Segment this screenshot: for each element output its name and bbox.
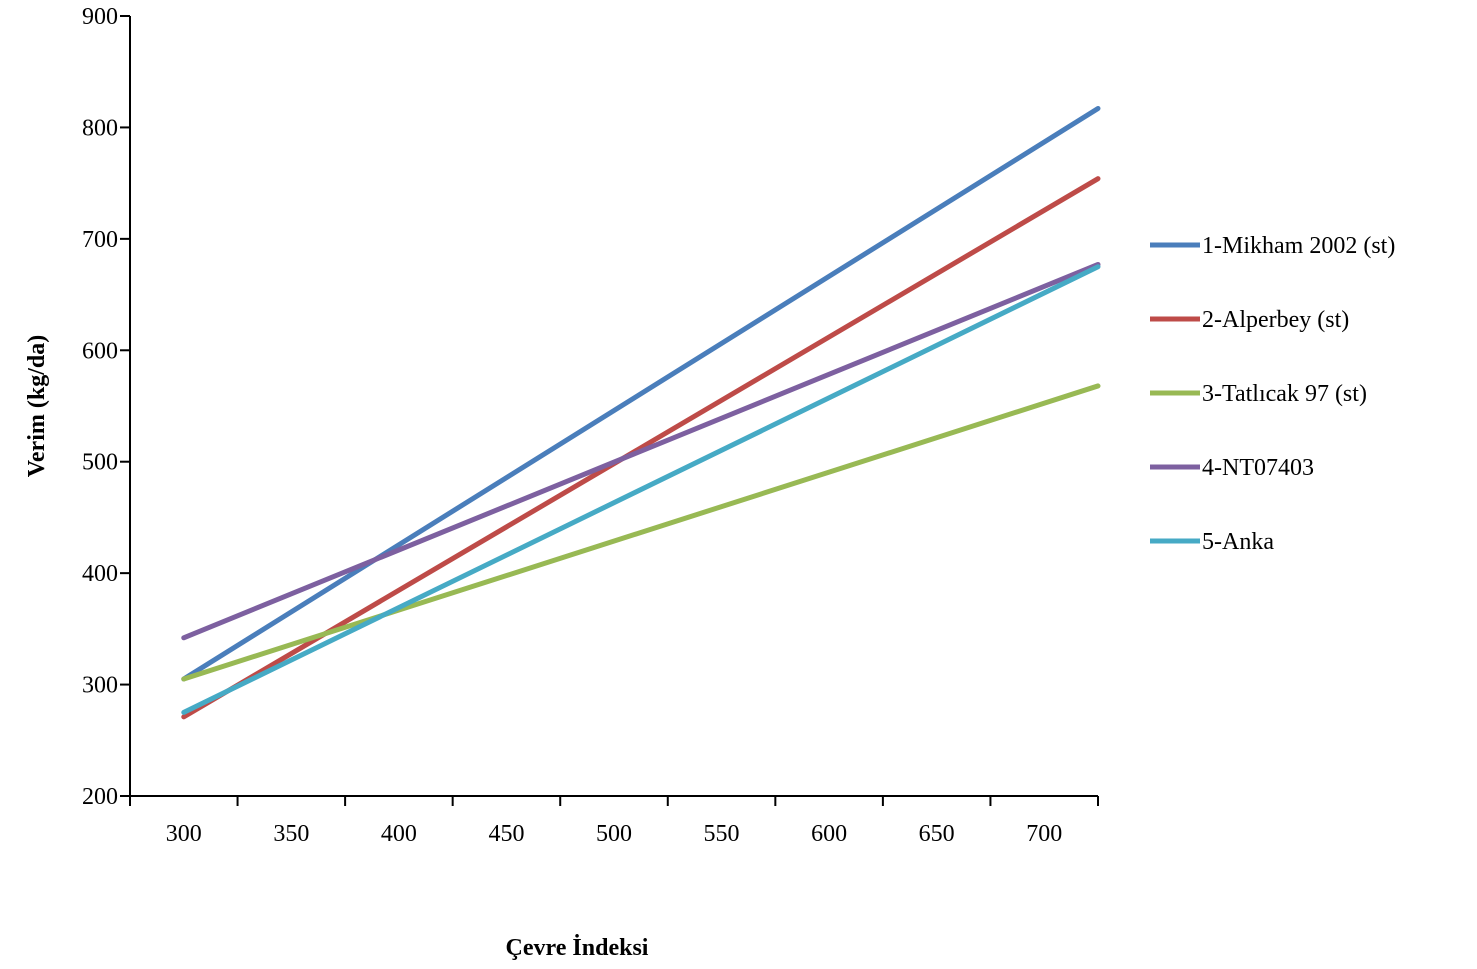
x-tick-label: 550 — [704, 821, 740, 847]
y-tick-label: 300 — [82, 673, 118, 699]
x-tick-label: 650 — [919, 821, 955, 847]
series-line-4 — [181, 261, 1101, 641]
axes: 200 300 400 500 600 700 800 900 300 350 400 450 500 5… — [82, 4, 1099, 847]
y-tick-label: 400 — [82, 561, 118, 587]
y-tick-label: 900 — [82, 4, 118, 30]
series-line-2 — [181, 176, 1101, 720]
y-tick-label: 500 — [82, 450, 118, 476]
legend-label-5: 5-Anka — [1202, 529, 1274, 555]
y-axis-title: Verim (kg/da) — [24, 335, 50, 477]
x-tick-label: 450 — [488, 821, 524, 847]
y-tick-label: 800 — [82, 115, 118, 141]
x-tick-label: 300 — [166, 821, 202, 847]
y-tick-label: 200 — [82, 784, 118, 810]
x-tick-label: 700 — [1026, 821, 1062, 847]
legend-label-4: 4-NT07403 — [1202, 455, 1314, 481]
x-tick-label: 500 — [596, 821, 632, 847]
x-tick-label: 600 — [811, 821, 847, 847]
series-line-5 — [181, 264, 1101, 715]
x-tick-label: 350 — [273, 821, 309, 847]
series-layer — [181, 105, 1101, 720]
x-tick-label: 400 — [381, 821, 417, 847]
x-axis-title: Çevre İndeksi — [506, 935, 649, 961]
y-tick-label: 700 — [82, 227, 118, 253]
legend-label-2: 2-Alperbey (st) — [1202, 307, 1349, 333]
y-tick-label: 600 — [82, 338, 118, 364]
legend-label-3: 3-Tatlıcak 97 (st) — [1202, 381, 1367, 407]
legend: 1-Mikham 2002 (st) 2-Alperbey (st) 3-Tatlı… — [1150, 233, 1395, 555]
series-line-3 — [181, 383, 1101, 682]
legend-label-1: 1-Mikham 2002 (st) — [1202, 233, 1395, 259]
series-line-1 — [181, 105, 1101, 682]
